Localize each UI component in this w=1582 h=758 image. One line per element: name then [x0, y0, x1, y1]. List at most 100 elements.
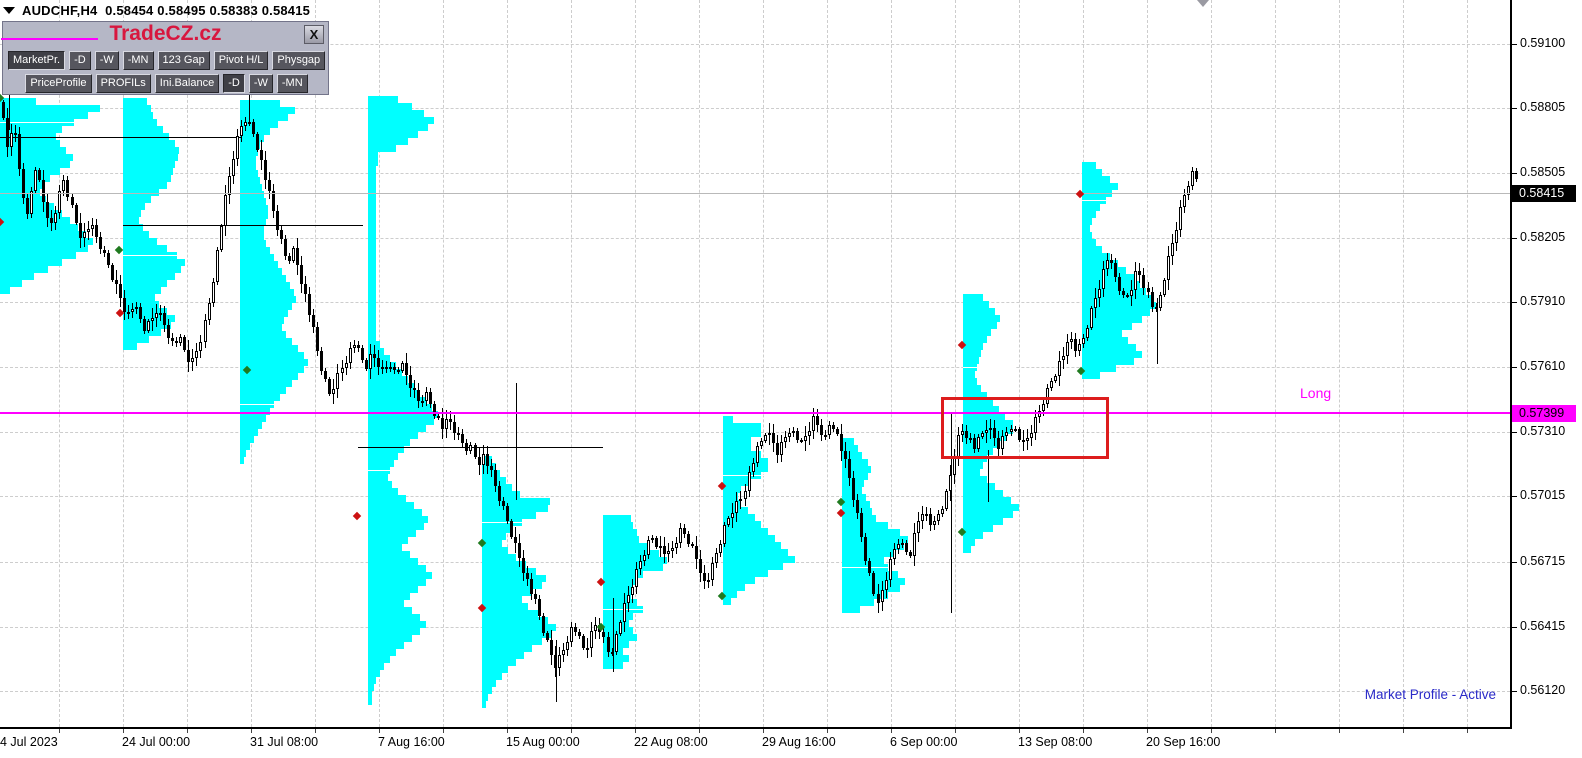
profile-bar [1082, 323, 1132, 330]
profile-bar [368, 425, 426, 432]
horizontal-gridline [0, 44, 1510, 45]
vertical-gridline [314, 0, 316, 727]
candle-body [102, 249, 106, 254]
panel-close-button[interactable]: X [304, 25, 324, 44]
profile-bar [963, 511, 1013, 518]
profile-bar [240, 177, 260, 184]
candle-body [461, 434, 465, 444]
candle-body [380, 366, 384, 369]
profile-bar [240, 282, 290, 289]
candle-body [22, 168, 26, 198]
candle-body [2, 101, 5, 119]
panel-button--w[interactable]: -W [94, 51, 119, 70]
candle-body [272, 191, 275, 212]
candle-body [155, 313, 159, 318]
profile-bar [368, 159, 378, 166]
symbol-dropdown-icon[interactable] [3, 7, 15, 14]
candle-body [1102, 268, 1106, 289]
candle-body [235, 135, 239, 160]
red-zone-rectangle[interactable] [941, 397, 1109, 459]
profile-bar [723, 535, 775, 542]
profile-bar [482, 533, 506, 540]
profile-bar [842, 487, 862, 494]
candle-body [824, 434, 828, 437]
candle-body [106, 253, 110, 266]
profile-bar [368, 509, 422, 516]
time-axis[interactable]: 4 Jul 2023 24 Jul 00:00 31 Jul 08:00 7 Aug … [0, 729, 1512, 758]
candle-body [679, 528, 683, 543]
candle-body [195, 351, 199, 358]
panel-button-123-gap[interactable]: 123 Gap [157, 51, 210, 70]
panel-button-marketpr-[interactable]: MarketPr. [8, 51, 66, 70]
profile-bar [368, 96, 398, 103]
candle-body [638, 561, 642, 569]
panel-button--mn[interactable]: -MN [276, 74, 308, 93]
candle-body [1138, 270, 1142, 275]
panel-button-ini-balance[interactable]: Ini.Balance [154, 74, 220, 93]
panel-button--w[interactable]: -W [248, 74, 273, 93]
profile-bar [723, 549, 788, 556]
candle-body [961, 430, 965, 436]
price-tick [1512, 367, 1517, 369]
vertical-gridline [954, 0, 956, 727]
price-tick [1512, 690, 1517, 692]
profile-bar [368, 649, 396, 656]
profile-bar [368, 558, 418, 565]
candle-body [1073, 339, 1077, 351]
panel-button--d[interactable]: -D [69, 51, 91, 70]
candle-body [602, 632, 606, 637]
profile-bar [963, 441, 999, 448]
panel-button-physgap[interactable]: Physgap [272, 51, 326, 70]
profile-bar [723, 598, 731, 605]
profile-bar [368, 299, 376, 306]
candle-body [134, 306, 138, 309]
candle-body [904, 542, 908, 552]
candle-body [372, 354, 376, 359]
price-axis[interactable]: 0.59100 0.58805 0.58505 0.58205 0.57910 0.576… [1512, 0, 1582, 727]
price-axis-label: 0.57610 [1520, 359, 1566, 374]
candle-body [666, 550, 670, 555]
profile-bar [240, 114, 288, 121]
profile-bar [240, 331, 286, 338]
price-axis-label: 0.57910 [1520, 294, 1566, 309]
panel-button--d[interactable]: -D [223, 74, 245, 93]
candle-body [263, 159, 267, 181]
profile-bar [368, 390, 420, 397]
profile-bar [240, 212, 268, 219]
candle-spike-wick [516, 383, 517, 500]
profile-bar [123, 273, 175, 280]
time-tick [186, 729, 188, 733]
chart-surface[interactable]: AUDCHF,H4 0.58454 0.58495 0.58383 0.5841… [0, 0, 1512, 729]
candle-body [481, 453, 485, 465]
profile-bar [1082, 204, 1100, 211]
candle-body [533, 593, 537, 600]
profile-bar [842, 543, 904, 550]
profile-bar [123, 280, 167, 287]
panel-button-profils[interactable]: PROFILs [95, 74, 151, 93]
panel-button-pivot-h-l[interactable]: Pivot H/L [213, 51, 269, 70]
price-axis-label: 0.58805 [1520, 100, 1566, 114]
candle-body [1106, 260, 1110, 269]
time-tick [1466, 729, 1468, 733]
candle-body [1166, 255, 1170, 281]
candle-spike-wick [556, 640, 557, 702]
price-tick [1512, 173, 1517, 175]
panel-button-row-2: PriceProfile PROFILs Ini.Balance -D -W -MN [8, 74, 325, 93]
panel-button-priceprofile[interactable]: PriceProfile [25, 74, 92, 93]
profile-bar [368, 131, 418, 138]
profile-bar [482, 568, 536, 575]
profile-bar [368, 551, 410, 558]
price-axis-label: 0.58205 [1520, 230, 1566, 245]
profile-bar [0, 238, 93, 245]
magenta-trade-level-line[interactable] [0, 412, 1510, 415]
candle-body [1041, 404, 1045, 411]
candle-body [130, 308, 134, 312]
tradecz-indicator-panel[interactable]: TradeCZ.cz X MarketPr. -D -W -MN 123 Gap Pivo… [1, 21, 329, 95]
candle-body [767, 433, 771, 436]
profile-bar [368, 530, 416, 537]
profile-bar [123, 154, 178, 161]
candle-body [844, 450, 848, 460]
profile-bar [842, 438, 854, 445]
profile-bar [123, 182, 167, 189]
panel-button--mn[interactable]: -MN [122, 51, 154, 70]
